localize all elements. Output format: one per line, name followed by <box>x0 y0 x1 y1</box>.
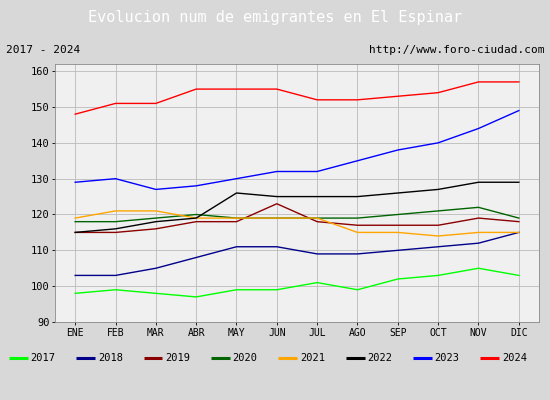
Text: 2024: 2024 <box>502 353 527 363</box>
Text: 2018: 2018 <box>98 353 123 363</box>
Text: 2020: 2020 <box>233 353 257 363</box>
Text: http://www.foro-ciudad.com: http://www.foro-ciudad.com <box>369 45 544 55</box>
Text: 2019: 2019 <box>165 353 190 363</box>
Text: 2023: 2023 <box>434 353 460 363</box>
Text: 2022: 2022 <box>367 353 392 363</box>
Text: 2017: 2017 <box>30 353 56 363</box>
Text: 2017 - 2024: 2017 - 2024 <box>6 45 80 55</box>
Text: Evolucion num de emigrantes en El Espinar: Evolucion num de emigrantes en El Espina… <box>88 10 462 26</box>
Text: 2021: 2021 <box>300 353 325 363</box>
